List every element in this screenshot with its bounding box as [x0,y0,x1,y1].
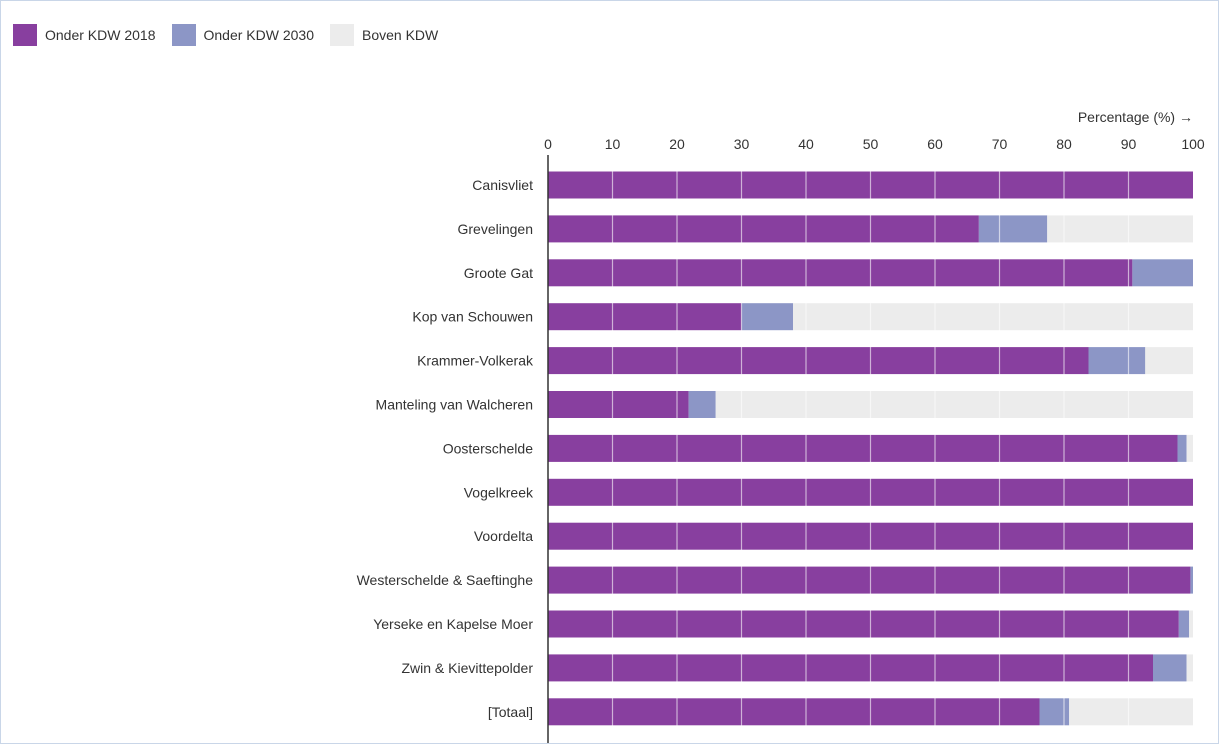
legend-swatch [330,24,354,46]
x-tick-label: 70 [992,136,1008,152]
bar-segment[interactable] [1047,215,1193,243]
bar-segment[interactable] [1186,434,1193,462]
legend-item-onder-kdw-2030[interactable]: Onder KDW 2030 [171,24,315,46]
category-label: Canisvliet [472,177,533,193]
category-label: Oosterschelde [443,440,533,456]
bar-segment[interactable] [1069,698,1193,726]
bar-segment[interactable] [793,303,1193,331]
bar-segment[interactable] [548,610,1179,638]
x-tick-label: 100 [1181,136,1205,152]
bar-segment[interactable] [1186,654,1193,682]
category-labels: Canisvliet Grevelingen Groote Gat Kop van S… [357,177,534,720]
bar-segment[interactable] [548,654,1154,682]
bar-segment[interactable] [1145,347,1193,375]
x-tick-label: 10 [605,136,621,152]
category-label: Manteling van Walcheren [376,397,533,413]
bar-segment[interactable] [1190,566,1193,594]
x-tick-label: 80 [1056,136,1072,152]
legend: Onder KDW 2018 Onder KDW 2030 Boven KDW [13,24,454,46]
bar-segment[interactable] [741,303,794,331]
category-label: Groote Gat [464,265,533,281]
legend-label: Onder KDW 2030 [203,27,315,43]
bar-segment[interactable] [715,391,1193,418]
category-label: Yerseke en Kapelse Moer [373,616,533,632]
bar-segment[interactable] [1177,434,1187,462]
category-label: [Totaal] [488,704,533,720]
bar-segment[interactable] [1088,347,1146,375]
legend-label: Onder KDW 2018 [45,27,156,43]
bar-segment[interactable] [1153,654,1187,682]
bar-segment[interactable] [978,215,1048,243]
x-tick-label: 20 [669,136,685,152]
legend-label: Boven KDW [362,27,439,43]
x-tick-labels: 0 10 20 30 40 50 60 70 80 90 100 [544,136,1205,152]
bar-segment[interactable] [548,347,1089,375]
bar-segment[interactable] [1189,610,1193,638]
bar-segment[interactable] [548,698,1040,726]
category-label: Zwin & Kievittepolder [401,660,533,676]
x-tick-label: 40 [798,136,814,152]
bar-segment[interactable] [1132,259,1193,287]
x-tick-label: 0 [544,136,552,152]
category-label: Kop van Schouwen [412,309,533,325]
legend-item-boven-kdw[interactable]: Boven KDW [330,24,438,46]
bar-segment[interactable] [1039,698,1070,726]
x-tick-label: 60 [927,136,943,152]
bar-segment[interactable] [548,215,979,243]
category-label: Vogelkreek [464,484,534,500]
category-label: Voordelta [474,528,533,544]
x-tick-label: 90 [1121,136,1137,152]
x-tick-label: 50 [863,136,879,152]
bar-segment[interactable] [688,391,716,418]
legend-swatch [13,24,37,46]
legend-swatch [171,24,196,46]
category-label: Grevelingen [458,221,534,237]
bar-segment[interactable] [548,566,1191,594]
gridlines [611,161,1130,743]
x-tick-label: 30 [734,136,750,152]
bar-segment[interactable] [548,259,1133,287]
legend-item-onder-kdw-2018[interactable]: Onder KDW 2018 [13,24,156,46]
x-axis-title: Percentage (%) → [1078,109,1193,125]
bar-segment[interactable] [548,434,1178,462]
bar-segment[interactable] [548,391,689,418]
bar-segment[interactable] [548,303,742,331]
category-label: Westerschelde & Saeftinghe [357,572,534,588]
bar-segment[interactable] [1178,610,1190,638]
category-label: Krammer-Volkerak [417,353,534,369]
